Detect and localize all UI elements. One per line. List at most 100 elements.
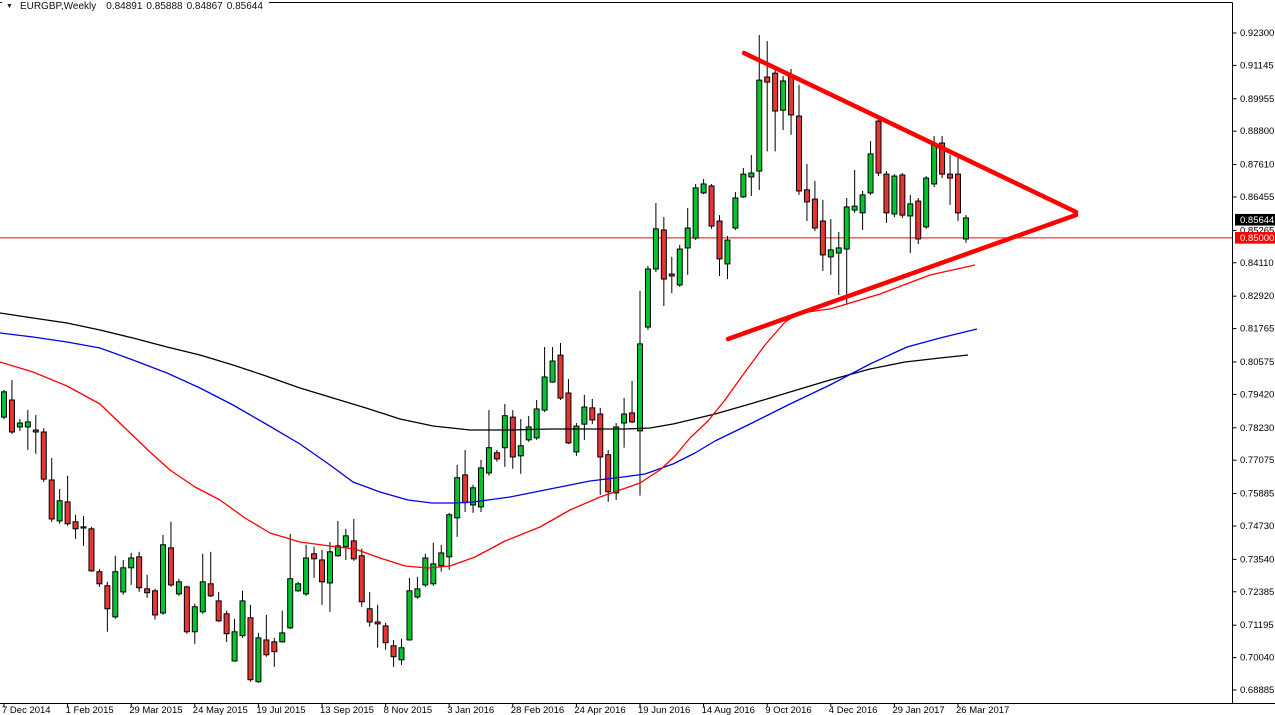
bull-candle [326, 551, 333, 584]
bear-candle [557, 354, 564, 399]
time-axis-label: 3 Jan 2016 [447, 705, 494, 715]
bear-candle [167, 547, 174, 586]
bull-candle [414, 588, 421, 598]
bull-candle [684, 227, 691, 249]
bull-candle [740, 173, 747, 198]
bear-candle [104, 585, 111, 610]
bear-candle [811, 198, 818, 229]
bull-candle [279, 632, 286, 643]
bear-candle [374, 621, 381, 625]
bull-candle [700, 183, 707, 194]
bull-candle [406, 590, 413, 641]
time-axis-label: 29 Mar 2015 [129, 705, 182, 715]
time-axis-label: 4 Dec 2016 [829, 705, 878, 715]
bear-candle [605, 454, 612, 493]
bull-candle [175, 581, 182, 595]
bull-candle [160, 544, 166, 614]
bull-candle [780, 80, 787, 111]
bear-candle [716, 220, 723, 260]
bear-candle [565, 392, 572, 444]
time-axis-label: 19 Jul 2015 [256, 705, 305, 715]
bull-candle [199, 581, 206, 613]
price-axis-label: 0.81765 [1240, 324, 1274, 335]
bull-candle [191, 606, 198, 633]
time-axis-label: 13 Sep 2015 [320, 705, 374, 715]
bull-candle [867, 153, 874, 194]
bull-candle [525, 426, 532, 441]
bull-candle [517, 445, 524, 457]
bull-candle [342, 535, 349, 548]
bull-candle [573, 425, 580, 453]
bear-candle [136, 556, 143, 589]
bull-candle [637, 343, 643, 432]
bull-candle [1, 391, 7, 418]
bull-candle [923, 177, 930, 228]
price-axis-label: 0.72385 [1240, 587, 1274, 598]
bull-candle [676, 248, 683, 286]
bear-candle [883, 173, 890, 214]
price-axis-label: 0.78230 [1240, 423, 1274, 434]
bear-candle [80, 526, 87, 529]
time-axis-label: 28 Feb 2016 [511, 705, 564, 715]
bull-candle [303, 557, 310, 595]
bear-candle [32, 429, 39, 433]
lower-triangle-line [725, 212, 1079, 342]
bull-candle [255, 637, 262, 683]
bull-candle [851, 205, 858, 211]
bull-candle [652, 228, 659, 270]
bull-candle [549, 360, 556, 383]
bull-candle [128, 557, 135, 569]
price-axis-label: 0.92300 [1240, 28, 1274, 39]
bear-candle [247, 617, 254, 681]
bull-candle [756, 79, 763, 172]
bull-candle [931, 143, 938, 185]
bid-price-badge-text: 0.85644 [1240, 215, 1274, 226]
bull-candle [470, 487, 477, 506]
bear-candle [72, 521, 79, 530]
time-axis-label: 1 Feb 2015 [66, 705, 114, 715]
bear-candle [40, 431, 47, 480]
bull-candle [843, 206, 850, 250]
bull-candle [724, 239, 731, 265]
bar-open-value: 0.84891 [106, 1, 143, 12]
bear-candle [875, 120, 882, 174]
bull-candle [422, 557, 429, 586]
bull-candle [430, 563, 437, 585]
bear-candle [64, 501, 71, 525]
time-axis-label: 9 Oct 2016 [765, 705, 811, 715]
price-axis-label: 0.85265 [1240, 225, 1274, 236]
line-price-badge-text: 0.85000 [1240, 233, 1274, 244]
bear-candle [788, 74, 795, 116]
bull-candle [287, 578, 294, 629]
bear-candle [271, 641, 278, 653]
bear-candle [152, 590, 159, 616]
collapse-triangle-icon[interactable]: ▼ [6, 3, 13, 10]
bull-candle [859, 194, 866, 214]
bull-candle [239, 600, 246, 637]
price-axis-label: 0.91145 [1240, 60, 1274, 71]
bull-candle [501, 415, 508, 449]
price-axis-label: 0.74730 [1240, 521, 1274, 532]
bear-candle [668, 273, 675, 277]
bull-candle [613, 426, 620, 494]
bear-candle [311, 553, 318, 560]
bid-price-badge [1235, 213, 1275, 226]
price-axis-label: 0.79420 [1240, 389, 1274, 400]
bear-candle [207, 583, 214, 597]
bull-candle [446, 514, 453, 558]
bull-candle [907, 203, 914, 217]
symbol-period-label: EURGBP,Weekly [19, 1, 97, 12]
bear-candle [493, 452, 500, 460]
bar-close-value: 0.85644 [226, 1, 263, 12]
bull-candle [438, 552, 445, 567]
bear-candle [796, 115, 802, 192]
bear-candle [462, 474, 469, 504]
bar-high-value: 0.85888 [146, 1, 183, 12]
bear-candle [947, 173, 954, 179]
bear-candle [223, 613, 230, 635]
bear-candle [955, 173, 961, 214]
time-axis-label: 19 Jun 2016 [638, 705, 690, 715]
bull-candle [581, 406, 588, 425]
bear-candle [597, 413, 604, 458]
